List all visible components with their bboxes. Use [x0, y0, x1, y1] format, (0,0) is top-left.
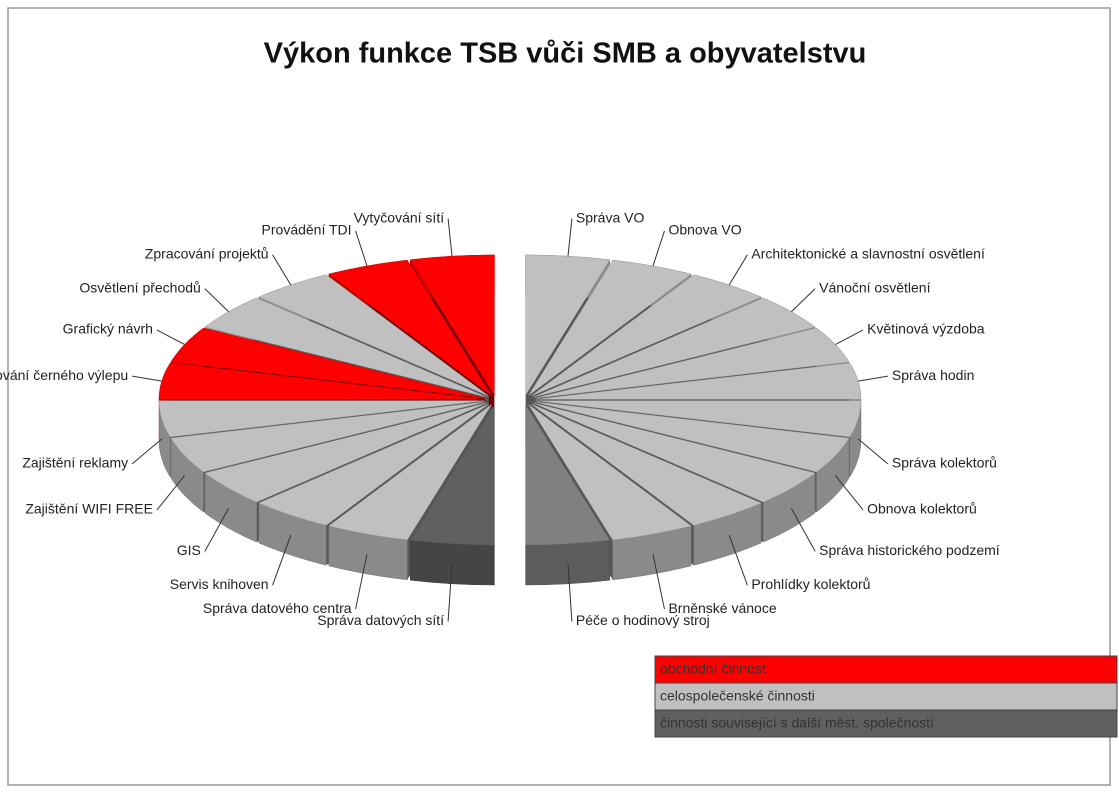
slice — [158, 400, 485, 438]
slice-label: GIS — [177, 542, 201, 558]
slice-label: Správa datového centra — [203, 600, 352, 616]
slice-label: Správa kolektorů — [892, 455, 997, 471]
slice — [170, 401, 485, 473]
leader-line — [204, 508, 230, 552]
leader-line — [204, 288, 229, 313]
slice-label: Správa datových sítí — [317, 612, 444, 628]
leader-line — [355, 230, 368, 267]
slice — [409, 404, 495, 546]
leader-line — [567, 563, 573, 622]
slice-label: Zajištění reklamy — [22, 455, 128, 471]
legend: obchodní činnost celospolečenské činnosti… — [654, 655, 1118, 738]
leader-line — [447, 563, 453, 622]
slice — [535, 362, 862, 400]
legend-swatch — [654, 682, 1118, 711]
chart-title: Výkon funkce TSB vůči SMB a obyvatelstvu — [264, 38, 867, 70]
legend-swatch — [654, 709, 1118, 738]
slice-side — [410, 539, 495, 586]
leader-line — [272, 534, 292, 586]
leader-line — [790, 508, 816, 552]
pie: Správa VO Obnova VO Architektonické a slav… — [0, 209, 1000, 628]
legend-label: celospolečenské činnosti — [660, 688, 815, 704]
leader-line — [835, 329, 864, 345]
slice-label: Správa hodin — [892, 367, 975, 383]
slice-label: Odstraňování černého výlepu — [0, 367, 128, 383]
slice-label: Grafický návrh — [63, 321, 153, 337]
slice — [258, 274, 489, 397]
slice-label: Zpracování projektů — [145, 246, 269, 262]
leader-line — [857, 438, 889, 465]
slice — [204, 402, 487, 503]
slice-label: Obnova VO — [668, 222, 741, 238]
leader-line — [132, 375, 162, 382]
leader-line — [834, 475, 864, 511]
slice — [531, 403, 762, 526]
slice-label: Vytyčování sítí — [354, 209, 445, 225]
slice-label: Květinová výzdoba — [867, 321, 985, 337]
slice — [531, 274, 762, 397]
slice-label: Architektonické a slavnostní osvětlení — [751, 246, 985, 262]
slice-label: Péče o hodinový stroj — [576, 612, 710, 628]
slice — [258, 403, 489, 526]
slice-label: Vánoční osvětlení — [819, 279, 930, 295]
slice-label: Zajištění WIFI FREE — [25, 501, 153, 517]
slice-label: Správa VO — [576, 209, 645, 225]
leader-line — [652, 553, 665, 610]
slice-label: Provádění TDI — [262, 222, 352, 238]
slice — [535, 401, 850, 473]
slice — [528, 404, 692, 541]
slice — [170, 327, 485, 399]
slice-label: Prohlídky kolektorů — [751, 576, 870, 592]
leader-line — [355, 553, 368, 610]
leader-line — [728, 254, 748, 286]
slice-label: Servis knihoven — [170, 576, 269, 592]
slice-side — [525, 539, 610, 586]
legend-label: obchodní činnost — [660, 661, 766, 677]
slice-label: Osvětlení přechodů — [79, 279, 200, 295]
slice — [535, 327, 850, 399]
slice — [525, 404, 611, 546]
leader-line — [858, 375, 888, 382]
leader-line — [728, 534, 748, 586]
leader-line — [447, 218, 453, 257]
slice-label: Obnova kolektorů — [867, 501, 977, 517]
leader-line — [567, 218, 573, 257]
slice — [535, 400, 862, 438]
slice — [158, 362, 485, 400]
leader-line — [272, 254, 292, 286]
leader-line — [652, 230, 665, 267]
legend-label: činnosti související s další měst. spole… — [660, 715, 934, 731]
leader-line — [156, 329, 185, 345]
leader-line — [131, 438, 163, 465]
leader-line — [156, 475, 186, 511]
slice — [328, 404, 492, 541]
leader-line — [791, 288, 816, 313]
slice — [533, 402, 816, 503]
slice-label: Brněnské vánoce — [668, 600, 776, 616]
slice-label: Správa historického podzemí — [819, 542, 1000, 558]
